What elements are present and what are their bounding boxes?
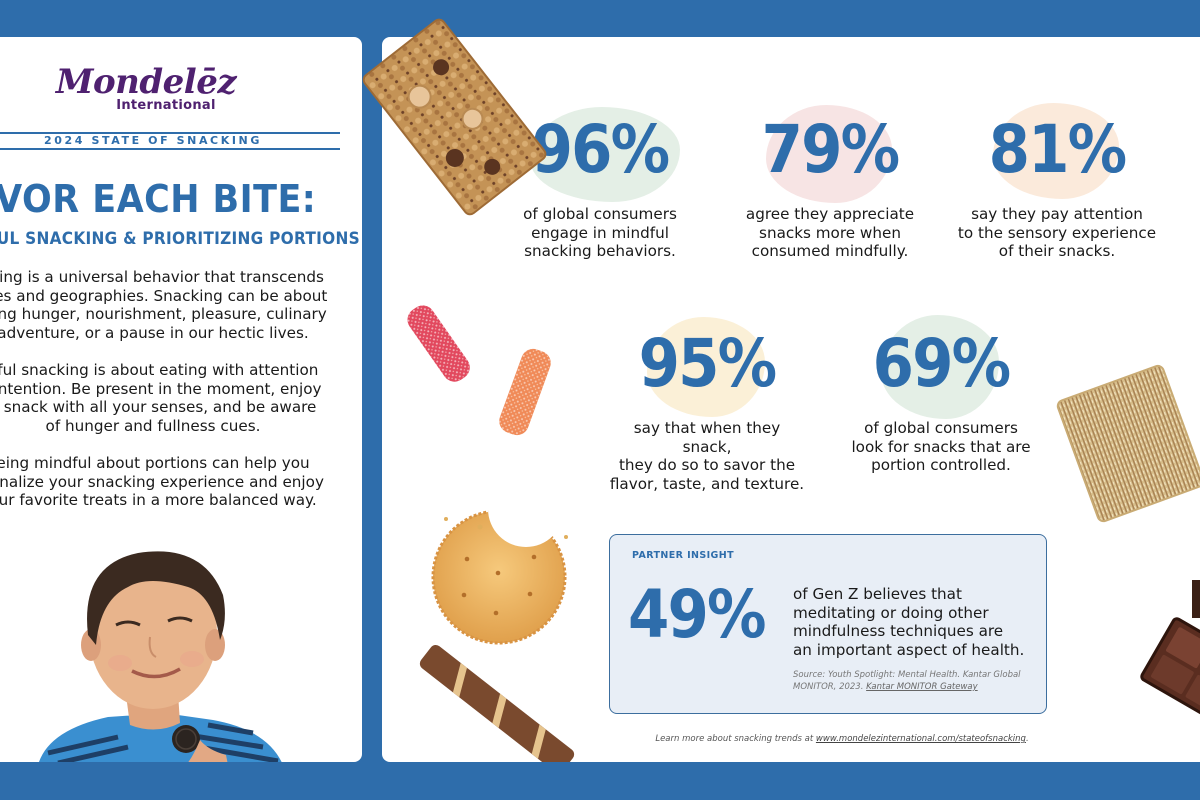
partner-insight-value: 49% [628,576,767,653]
stat-card-savor-flavor: 95% say that when they snack, they do so… [607,317,807,493]
stat-value: 81% [988,111,1128,188]
stat-card-portion-control: 69% of global consumers look for snacks … [841,315,1041,475]
partner-insight-source: Source: Youth Spotlight: Mental Health. … [793,669,1038,693]
wafer-roll-image [419,644,575,762]
page-subtitle: FUL SNACKING & PRIORITIZING PORTIONS [0,229,360,248]
intro-paragraph-3: eing mindful about portions can help you… [0,454,324,509]
state-of-snacking-link[interactable]: www.mondelezinternational.com/stateofsna… [815,734,1026,744]
stat-value: 69% [872,325,1012,402]
partner-insight-description: of Gen Z believes that meditating or doi… [793,585,1025,659]
source-text: Source: Youth Spotlight: Mental Health. … [793,670,1021,692]
partner-insight-label: PARTNER INSIGHT [632,550,734,561]
divider-top [0,132,340,134]
divider-bottom [0,148,340,150]
mondelez-logo: Mondelēz International [46,65,246,113]
boy-eating-cookie-photo [39,551,282,762]
stat-description: agree they appreciate snacks more when c… [745,205,915,260]
stat-value: 95% [638,325,778,402]
stat-card-appreciate-snacks: 79% agree they appreciate snacks more wh… [730,105,930,261]
stat-blob [766,105,892,203]
logo-wordmark: Mondelēz [55,62,237,102]
partner-insight-box: PARTNER INSIGHT 49% of Gen Z believes th… [609,534,1047,714]
footer-suffix: . [1025,734,1029,744]
round-cracker-image [431,509,568,645]
stat-description: say they pay attention to the sensory ex… [957,205,1157,260]
stat-blob [647,317,765,417]
intro-paragraph-2: dful snacking is about eating with atten… [0,361,322,435]
intro-paragraph-1: cking is a universal behavior that trans… [0,268,328,342]
footer-text: Learn more about snacking trends at [655,734,816,744]
stat-description: of global consumers engage in mindful sn… [523,205,677,260]
kantar-gateway-link[interactable]: Kantar MONITOR Gateway [866,682,978,692]
stat-card-sensory-experience: 81% say they pay attention to the sensor… [957,103,1157,261]
stat-blob [530,107,680,202]
footer-note: Learn more about snacking trends at www.… [582,734,1102,744]
wheat-cracker-image [1056,364,1200,523]
stat-card-mindful-snacking: 96% of global consumers engage in mindfu… [500,107,700,261]
stat-value: 96% [531,111,671,188]
report-label: 2024 STATE OF SNACKING [44,134,262,147]
stat-value: 79% [761,111,901,188]
chocolate-bar-image [1140,580,1200,724]
granola-bar-image [362,18,547,216]
logo-subtitle: International [116,98,216,113]
sour-candy-orange-image [499,348,551,436]
sour-candy-red-image [407,305,470,382]
stat-blob [881,315,999,419]
stat-description: of global consumers look for snacks that… [851,419,1031,474]
intro-panel: Mondelēz International 2024 STATE OF SNA… [0,37,362,762]
stat-blob [993,103,1119,199]
page-title: AVOR EACH BITE: [0,177,317,221]
stat-description: say that when they snack, they do so to … [609,419,805,493]
